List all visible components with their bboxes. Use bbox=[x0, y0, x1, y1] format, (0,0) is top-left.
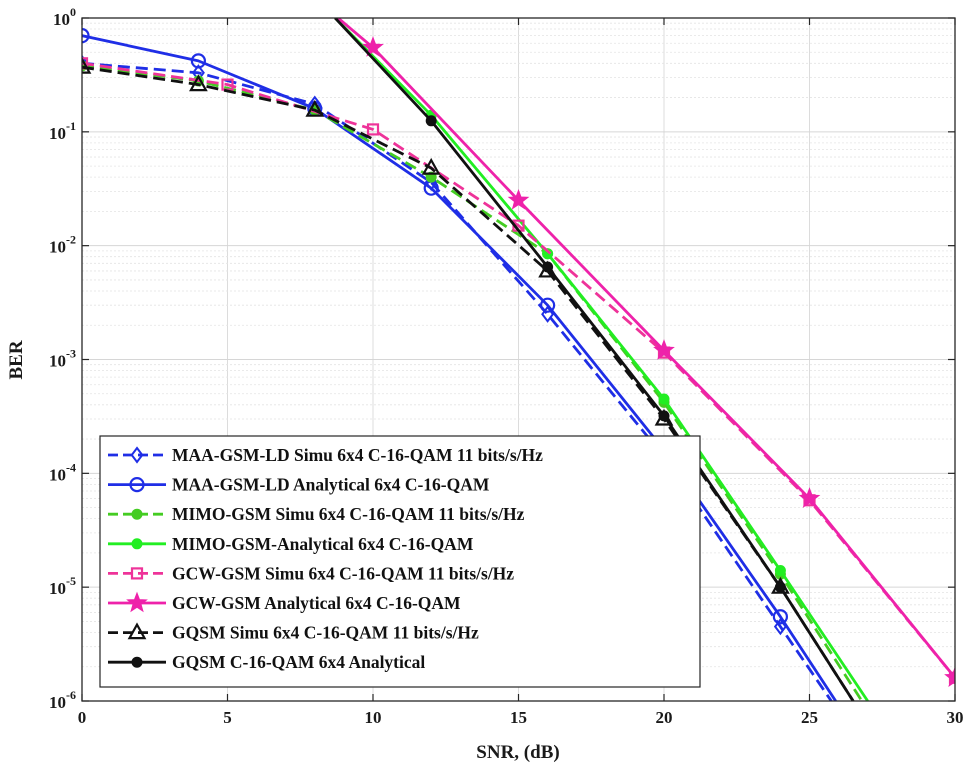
legend-entry: MAA-GSM-LD Simu 6x4 C-16-QAM 11 bits/s/H… bbox=[108, 445, 543, 465]
y-tick-label: 100 bbox=[53, 5, 76, 29]
x-tick-label: 20 bbox=[656, 708, 673, 727]
legend-marker bbox=[126, 591, 148, 613]
legend-label: MAA-GSM-LD Analytical 6x4 C-16-QAM bbox=[172, 475, 490, 495]
legend-marker bbox=[129, 477, 145, 493]
series-line bbox=[334, 18, 869, 701]
data-point-marker bbox=[425, 115, 437, 127]
series-line bbox=[82, 34, 837, 701]
legend-marker bbox=[131, 538, 143, 550]
legend-entry: GCW-GSM Analytical 6x4 C-16-QAM bbox=[108, 591, 461, 613]
y-tick-label: 10-4 bbox=[49, 460, 76, 484]
data-point-marker bbox=[774, 581, 786, 593]
data-point-marker bbox=[798, 487, 821, 508]
data-point-marker bbox=[542, 248, 554, 260]
legend-label: MAA-GSM-LD Simu 6x4 C-16-QAM 11 bits/s/H… bbox=[172, 445, 543, 465]
data-point-marker bbox=[772, 609, 789, 625]
series-8 bbox=[334, 18, 855, 701]
y-tick-label: 10-6 bbox=[49, 688, 76, 712]
y-tick-label: 10-1 bbox=[49, 119, 76, 143]
x-tick-label: 30 bbox=[947, 708, 964, 727]
legend: MAA-GSM-LD Simu 6x4 C-16-QAM 11 bits/s/H… bbox=[99, 435, 701, 688]
x-tick-label: 0 bbox=[78, 708, 87, 727]
data-point-marker bbox=[658, 393, 670, 405]
axis-ticks: 0 5 10 15 20 25 30 100 10-1 10-2 10-3 10-4 10-5 10-6 bbox=[49, 5, 964, 727]
data-point-marker bbox=[653, 339, 675, 360]
y-axis-label: BER bbox=[6, 340, 27, 379]
legend-marker bbox=[131, 508, 143, 520]
data-point-marker bbox=[944, 666, 955, 688]
legend-entry: GQSM Simu 6x4 C-16-QAM 11 bits/s/Hz bbox=[108, 622, 479, 643]
data-point-marker bbox=[421, 157, 441, 175]
data-point-marker bbox=[82, 28, 90, 44]
data-point-marker bbox=[774, 565, 786, 577]
x-tick-label: 25 bbox=[801, 708, 818, 727]
data-point-marker bbox=[542, 261, 554, 273]
data-point-marker bbox=[189, 74, 208, 92]
data-point-marker bbox=[82, 54, 89, 72]
data-point-marker bbox=[190, 53, 206, 69]
legend-label: GQSM C-16-QAM 6x4 Analytical bbox=[172, 652, 425, 672]
data-point-marker bbox=[366, 123, 380, 136]
legend-marker bbox=[127, 622, 147, 640]
legend-label: GQSM Simu 6x4 C-16-QAM 11 bits/s/Hz bbox=[172, 623, 479, 643]
data-point-marker bbox=[539, 297, 556, 313]
legend-entry: GQSM C-16-QAM 6x4 Analytical bbox=[108, 652, 425, 672]
data-point-marker bbox=[507, 188, 530, 210]
legend-label: MIMO-GSM-Analytical 6x4 C-16-QAM bbox=[172, 534, 474, 554]
series-line bbox=[334, 18, 855, 701]
x-tick-label: 10 bbox=[365, 708, 382, 727]
y-tick-label: 10-3 bbox=[49, 347, 76, 371]
x-axis-label: SNR, (dB) bbox=[476, 742, 559, 763]
series-line bbox=[82, 65, 855, 701]
x-tick-label: 5 bbox=[223, 708, 232, 727]
series-lines bbox=[82, 18, 955, 701]
legend-entry: MIMO-GSM-Analytical 6x4 C-16-QAM bbox=[108, 534, 474, 554]
data-point-marker bbox=[362, 36, 384, 57]
data-point-marker bbox=[82, 57, 89, 70]
series-line bbox=[82, 64, 864, 701]
series-line bbox=[337, 18, 955, 679]
legend-marker bbox=[130, 446, 144, 464]
legend-entry: MIMO-GSM Simu 6x4 C-16-QAM 11 bits/s/Hz bbox=[108, 504, 525, 524]
x-tick-label: 15 bbox=[510, 708, 527, 727]
y-tick-label: 10-2 bbox=[49, 233, 76, 257]
legend-entry: GCW-GSM Simu 6x4 C-16-QAM 11 bits/s/Hz bbox=[108, 563, 514, 583]
data-point-marker bbox=[305, 99, 325, 117]
legend-label: MIMO-GSM Simu 6x4 C-16-QAM 11 bits/s/Hz bbox=[172, 504, 525, 524]
legend-label: GCW-GSM Simu 6x4 C-16-QAM 11 bits/s/Hz bbox=[172, 563, 514, 583]
data-point-marker bbox=[82, 56, 92, 74]
legend-label: GCW-GSM Analytical 6x4 C-16-QAM bbox=[172, 593, 461, 613]
legend-marker bbox=[130, 567, 144, 580]
series-6 bbox=[337, 18, 955, 688]
y-tick-label: 10-5 bbox=[49, 574, 76, 598]
series-4 bbox=[334, 18, 869, 701]
legend-box bbox=[99, 435, 701, 688]
legend-entry: MAA-GSM-LD Analytical 6x4 C-16-QAM bbox=[108, 475, 490, 495]
legend-marker bbox=[131, 656, 143, 668]
data-point-marker bbox=[658, 410, 670, 422]
series-line bbox=[82, 61, 833, 701]
